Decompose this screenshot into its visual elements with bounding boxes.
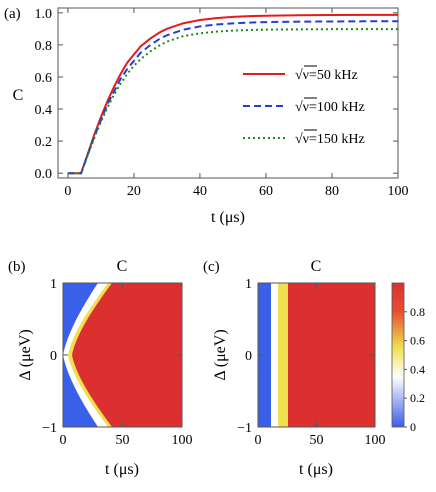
- colorbar-tick-label-3: 0.6: [410, 334, 425, 348]
- heatmap-c: C 0 50 100−101 Δ (μeV) t (μs): [212, 258, 386, 478]
- heatmap-b: C 0 50 100−101 Δ (μeV) t (μs): [17, 258, 193, 478]
- y-tick-label-a-0: 0.0: [35, 167, 53, 182]
- x-tick-label-a-2: 40: [193, 184, 207, 199]
- x-axis-label-a: t (μs): [211, 209, 245, 226]
- legend-prefix: √ν: [295, 132, 309, 147]
- series-line-0: [67, 13, 398, 175]
- panel-label-a: (a): [4, 6, 21, 22]
- colorbar-tick-label-2: 0.4: [410, 362, 425, 376]
- x-tick-label-b-1: 50: [116, 433, 130, 448]
- y-axis-label-b: Δ (μeV): [17, 329, 34, 380]
- y-tick-label-a-5: 1.0: [35, 7, 53, 22]
- x-tick-label-a-0: 0: [64, 184, 71, 199]
- y-tick-label-c-1: 0: [245, 349, 252, 364]
- colorbar-tick-label-1: 0.2: [410, 391, 425, 405]
- colorbar-gradient: [391, 282, 405, 428]
- x-axis-label-b: t (μs): [105, 461, 139, 478]
- y-tick-label-b-1: 0: [50, 349, 57, 364]
- panel-label-c: (c): [203, 259, 220, 275]
- y-tick-label-a-2: 0.4: [35, 103, 53, 118]
- legend-prefix: √ν: [295, 100, 309, 115]
- y-axis-label-c: Δ (μeV): [212, 329, 229, 380]
- legend-entry-1: √ν=100 kHz: [295, 100, 365, 115]
- legend-entry-2: √ν=150 kHz: [295, 132, 365, 147]
- y-tick-label-c-2: 1: [245, 277, 252, 292]
- panel-label-b: (b): [8, 259, 26, 275]
- y-tick-label-b-2: 1: [50, 277, 57, 292]
- legend-label: =100 kHz: [309, 100, 365, 115]
- legend-a: √ν=50 kHz√ν=100 kHz√ν=150 kHz: [243, 65, 365, 147]
- y-tick-label-c-0: −1: [237, 421, 252, 436]
- y-tick-label-a-4: 0.8: [35, 39, 53, 54]
- x-tick-label-a-5: 100: [388, 184, 409, 199]
- legend-label: =50 kHz: [309, 68, 358, 83]
- colorbar: 0 0.2 0.4 0.6 0.8: [391, 282, 425, 434]
- legend-label: =150 kHz: [309, 132, 365, 147]
- plot-title-c: C: [311, 258, 322, 275]
- x-tick-label-b-0: 0: [60, 433, 67, 448]
- x-tick-label-a-3: 60: [259, 184, 273, 199]
- series-line-2: [67, 28, 398, 175]
- x-tick-label-b-2: 100: [172, 433, 193, 448]
- y-axis-label-a: C: [13, 87, 24, 104]
- x-tick-label-c-0: 0: [255, 433, 262, 448]
- x-tick-label-a-4: 80: [325, 184, 339, 199]
- x-tick-label-a-1: 20: [127, 184, 141, 199]
- y-tick-label-a-1: 0.2: [35, 135, 53, 150]
- colorbar-tick-label-0: 0: [410, 420, 416, 434]
- legend-prefix: √ν: [295, 68, 309, 83]
- heatmap-field-b: [63, 283, 182, 427]
- plot-title-b: C: [117, 258, 128, 275]
- y-tick-label-b-0: −1: [42, 421, 57, 436]
- series-line-1: [67, 20, 398, 175]
- x-axis-label-c: t (μs): [299, 461, 333, 478]
- colorbar-tick-label-4: 0.8: [410, 305, 425, 319]
- x-tick-label-c-2: 100: [365, 433, 386, 448]
- plot-frame-a: [57, 7, 399, 179]
- x-tick-label-c-1: 50: [310, 433, 324, 448]
- y-tick-label-a-3: 0.6: [35, 71, 53, 86]
- legend-entry-0: √ν=50 kHz: [295, 68, 358, 83]
- heatmap-field-c: [258, 283, 375, 427]
